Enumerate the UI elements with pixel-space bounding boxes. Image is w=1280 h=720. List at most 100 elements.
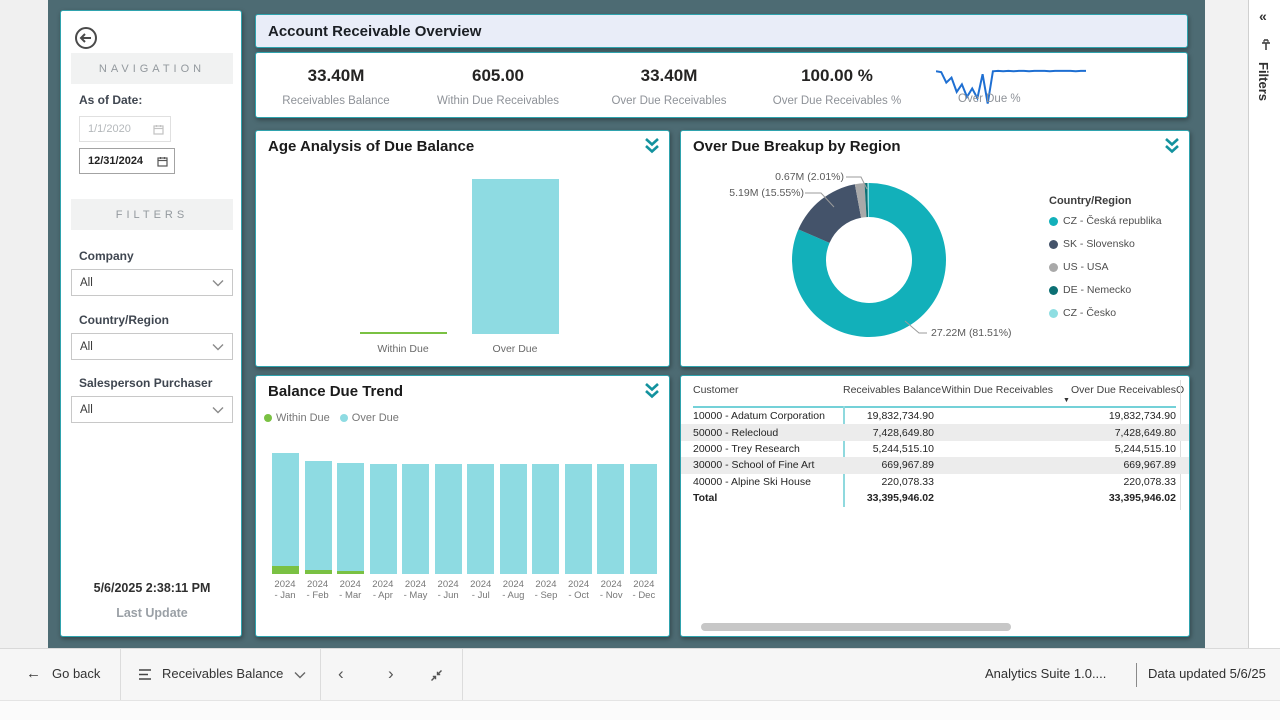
table-cell: 220,078.33 xyxy=(1053,476,1176,488)
chevron-down-icon xyxy=(212,406,224,414)
trend-bar[interactable] xyxy=(337,453,364,574)
date-from-input[interactable]: 1/1/2020 xyxy=(79,116,171,142)
trend-bar[interactable] xyxy=(435,453,462,574)
next-page-icon[interactable]: › xyxy=(388,664,394,684)
trend-bar[interactable] xyxy=(630,453,657,574)
table-cell: 20000 - Trey Research xyxy=(693,443,843,455)
bar-segment-within-due xyxy=(305,570,332,574)
trend-legend: Within Due Over Due xyxy=(264,412,409,424)
company-filter-value: All xyxy=(80,277,93,289)
bar-segment-within-due xyxy=(272,566,299,574)
expand-filters-icon[interactable]: « xyxy=(1259,8,1267,24)
country-filter-select[interactable]: All xyxy=(71,333,233,360)
country-filter-label: Country/Region xyxy=(79,313,169,327)
legend-label: CZ - Česká republika xyxy=(1063,215,1162,227)
salesperson-filter-select[interactable]: All xyxy=(71,396,233,423)
horizontal-scrollbar[interactable] xyxy=(701,623,1011,631)
axis-category-label: Over Due xyxy=(455,343,575,355)
bar-within-due[interactable] xyxy=(360,332,447,335)
toolbar-divider xyxy=(462,649,463,701)
slice-data-label: 5.19M (15.55%) xyxy=(699,187,804,199)
receivables-table-card: Customer Receivables Balance Within Due … xyxy=(680,375,1190,637)
fit-to-page-icon[interactable] xyxy=(430,669,443,682)
trend-bar[interactable] xyxy=(370,453,397,574)
page-list-icon[interactable] xyxy=(138,668,153,681)
legend-item[interactable]: CZ - Česká republika xyxy=(1049,215,1162,227)
sort-descending-icon: ▼ xyxy=(1063,397,1070,404)
pin-icon[interactable] xyxy=(1260,38,1272,52)
bar-segment-over-due xyxy=(532,464,559,574)
kpi-value: 33.40M xyxy=(308,66,365,86)
trend-bar[interactable] xyxy=(500,453,527,574)
trend-bar[interactable] xyxy=(597,453,624,574)
company-filter-label: Company xyxy=(79,249,134,263)
date-to-value: 12/31/2024 xyxy=(88,155,143,167)
legend-item[interactable]: Over Due xyxy=(340,412,399,424)
bar-segment-over-due xyxy=(467,464,494,574)
page-selector[interactable]: Receivables Balance xyxy=(162,666,283,681)
slice-data-label: 0.67M (2.01%) xyxy=(739,171,844,183)
back-circle-button[interactable] xyxy=(73,25,99,51)
column-header[interactable]: Receivables Balance xyxy=(843,384,934,396)
table-row[interactable]: 10000 - Adatum Corporation19,832,734.901… xyxy=(681,408,1189,424)
status-bar: − + + 90% xyxy=(0,700,1280,720)
last-update-timestamp: 5/6/2025 2:38:11 PM xyxy=(61,581,243,595)
drill-down-icon[interactable] xyxy=(642,381,662,401)
column-header-clipped: O xyxy=(1176,384,1186,396)
drill-down-icon[interactable] xyxy=(642,136,662,156)
trend-bar[interactable] xyxy=(532,453,559,574)
table-cell: 19,832,734.90 xyxy=(1053,410,1176,422)
bar-segment-over-due xyxy=(565,464,592,574)
trend-x-axis: 2024- Jan2024- Feb2024- Mar2024- Apr2024… xyxy=(270,579,659,601)
trend-bar[interactable] xyxy=(565,453,592,574)
legend-swatch-icon xyxy=(1049,309,1058,318)
chevron-down-icon xyxy=(212,279,224,287)
axis-category-label: 2024- Nov xyxy=(596,579,626,601)
back-arrow-icon[interactable]: ← xyxy=(26,665,41,682)
table-cell: 669,967.89 xyxy=(843,459,934,471)
previous-page-icon[interactable]: ‹ xyxy=(338,664,344,684)
kpi-label: Over Due Receivables % xyxy=(773,95,901,107)
trend-bar[interactable] xyxy=(272,453,299,574)
table-cell: 19,832,734.90 xyxy=(843,410,934,422)
chevron-down-icon[interactable] xyxy=(294,671,306,679)
axis-category-label: 2024- Aug xyxy=(498,579,528,601)
column-header[interactable]: Within Due Receivables xyxy=(934,384,1053,396)
column-header[interactable]: Customer xyxy=(693,384,843,396)
left-gutter xyxy=(0,0,48,648)
table-cell: 40000 - Alpine Ski House xyxy=(693,476,843,488)
company-filter-select[interactable]: All xyxy=(71,269,233,296)
sidebar-panel: NAVIGATION As of Date: 1/1/2020 12/31/20… xyxy=(60,10,242,637)
legend-item[interactable]: CZ - Česko xyxy=(1049,307,1116,319)
table-row[interactable]: 40000 - Alpine Ski House220,078.33220,07… xyxy=(681,474,1189,490)
table-row[interactable]: 20000 - Trey Research5,244,515.105,244,5… xyxy=(681,441,1189,457)
bar-segment-over-due xyxy=(305,461,332,570)
go-back-button[interactable]: Go back xyxy=(52,666,100,681)
legend-item[interactable]: Within Due xyxy=(264,412,330,424)
bar-over-due[interactable] xyxy=(472,179,559,334)
legend-label: US - USA xyxy=(1063,261,1109,273)
right-gutter xyxy=(1205,0,1248,648)
table-row[interactable]: 50000 - Relecloud7,428,649.807,428,649.8… xyxy=(681,424,1189,440)
trend-bar[interactable] xyxy=(305,453,332,574)
date-from-value: 1/1/2020 xyxy=(88,123,131,135)
date-to-input[interactable]: 12/31/2024 xyxy=(79,148,175,174)
trend-bar[interactable] xyxy=(467,453,494,574)
table-row[interactable]: 30000 - School of Fine Art669,967.89669,… xyxy=(681,457,1189,473)
legend-item[interactable]: US - USA xyxy=(1049,261,1109,273)
calendar-icon xyxy=(153,124,164,135)
kpi-label: Receivables Balance xyxy=(282,95,389,107)
table-cell: 33,395,946.02 xyxy=(1053,492,1176,504)
axis-category-label: 2024- Jan xyxy=(270,579,300,601)
legend-item[interactable]: DE - Nemecko xyxy=(1049,284,1131,296)
overdue-by-region-card: Over Due Breakup by Region 0.67M (2.01%)… xyxy=(680,130,1190,367)
axis-category-label: Within Due xyxy=(343,343,463,355)
legend-item[interactable]: SK - Slovensko xyxy=(1049,238,1135,250)
trend-bar[interactable] xyxy=(402,453,429,574)
column-header[interactable]: Over Due Receivables xyxy=(1053,384,1176,396)
filters-pane-label[interactable]: Filters xyxy=(1256,62,1271,101)
toolbar-divider xyxy=(120,649,121,701)
bar-segment-over-due xyxy=(402,464,429,574)
sparkline-label: Over Due % xyxy=(958,93,1021,105)
table-cell: 669,967.89 xyxy=(1053,459,1176,471)
